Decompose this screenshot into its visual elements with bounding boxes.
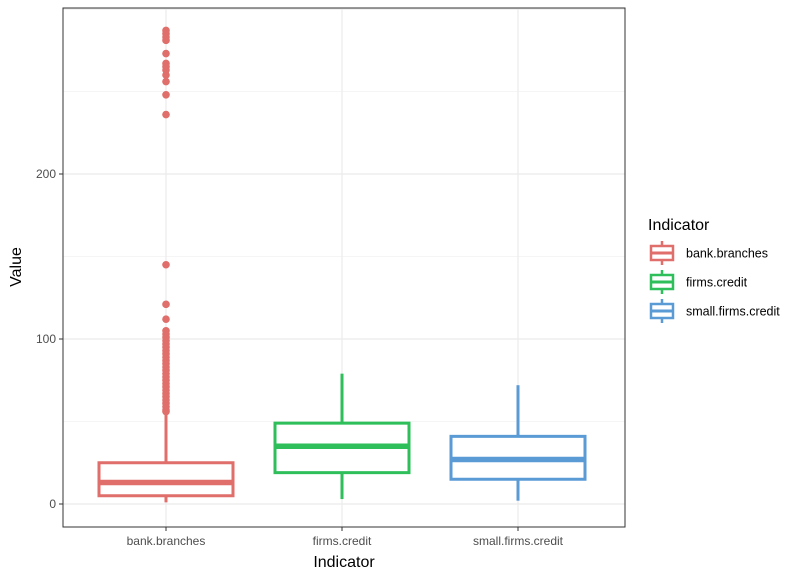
outlier-point (162, 407, 170, 416)
x-tick-label: firms.credit (313, 534, 372, 548)
outlier-point (162, 49, 170, 58)
panel-border (62, 7, 626, 528)
box-small.firms.credit (449, 385, 587, 501)
outlier-point (162, 36, 170, 45)
legend-label: bank.branches (686, 247, 768, 261)
outlier-point (162, 71, 170, 79)
legend: bank.branches firms.credit small.firms.cre… (649, 241, 780, 323)
x-tick-label: bank.branches (127, 534, 206, 548)
legend-label: firms.credit (686, 276, 748, 290)
boxes (97, 26, 587, 503)
y-tick-label: 0 (49, 497, 56, 511)
box-bank.branches (97, 26, 235, 503)
outlier-point (162, 300, 170, 309)
y-tick-label: 100 (36, 332, 56, 346)
outlier-point (162, 77, 170, 86)
outlier-point (162, 110, 170, 119)
outlier-point (162, 315, 170, 324)
y-tick-label: 200 (36, 167, 56, 181)
box-iqr (97, 461, 235, 498)
y-ticks: 0 100 200 (36, 167, 63, 511)
x-tick-label: small.firms.credit (473, 534, 564, 548)
x-ticks: bank.branches firms.credit small.firms.cre… (127, 527, 564, 548)
legend-title: Indicator (648, 217, 710, 234)
outlier-point (162, 260, 170, 269)
box-firms.credit (273, 373, 411, 500)
legend-label: small.firms.credit (686, 305, 780, 319)
outlier-point (162, 91, 170, 99)
y-axis-label: Value (8, 247, 25, 287)
x-axis-label: Indicator (313, 554, 375, 571)
